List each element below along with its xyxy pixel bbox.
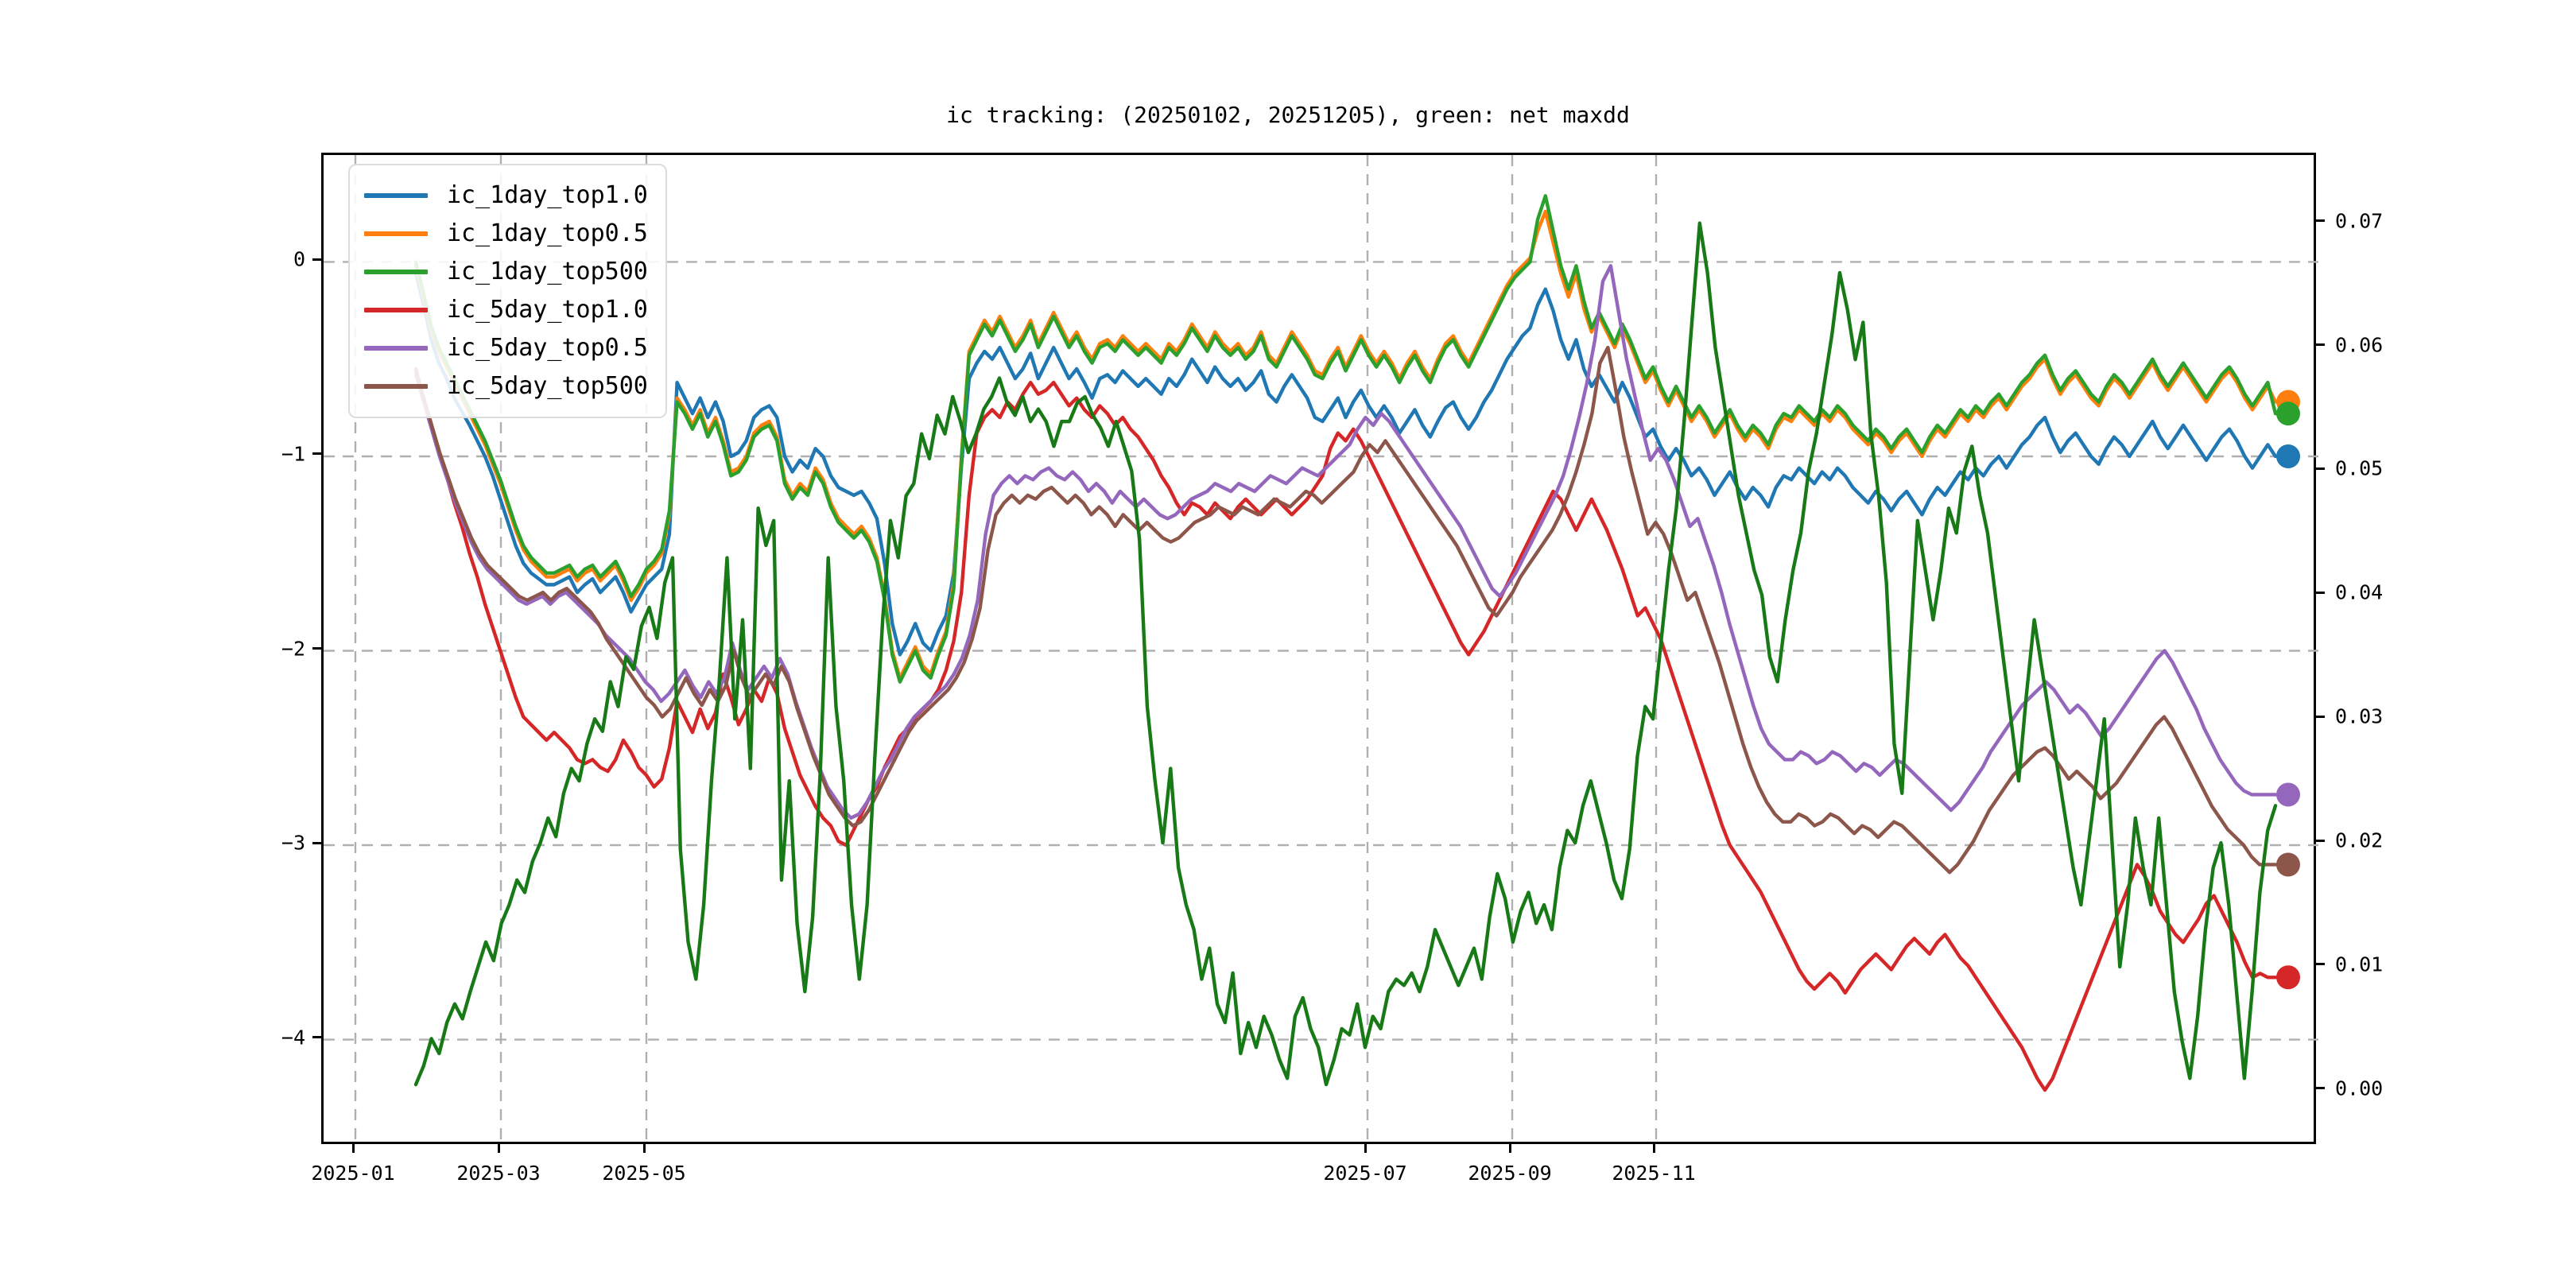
legend-item[interactable]: ic_5day_top1.0 — [364, 291, 648, 329]
y-axis-right-tickmark — [2316, 963, 2325, 966]
legend-label: ic_5day_top500 — [447, 372, 648, 400]
series-line — [413, 271, 2278, 657]
y-axis-left-tickmark — [312, 841, 321, 844]
legend: ic_1day_top1.0 ic_1day_top0.5 ic_1day_top5… — [348, 164, 667, 418]
x-axis-tickmark — [497, 1144, 500, 1153]
y-axis-left-tick-label: 0 — [293, 247, 305, 271]
y-axis-right-tickmark — [2316, 219, 2325, 223]
y-axis-right-tickmark — [2316, 343, 2325, 347]
plot-svg — [324, 155, 2318, 1146]
y-axis-right-tickmark — [2316, 591, 2325, 594]
legend-color-swatch — [364, 308, 428, 312]
legend-color-swatch — [364, 193, 428, 198]
legend-label: ic_1day_top0.5 — [447, 219, 648, 247]
x-axis-tickmark — [1508, 1144, 1511, 1153]
y-axis-right-tick-label: 0.01 — [2335, 952, 2384, 976]
legend-color-swatch — [364, 384, 428, 389]
legend-label: ic_1day_top1.0 — [447, 181, 648, 209]
y-axis-left-tickmark — [312, 647, 321, 650]
series-line — [413, 264, 2278, 820]
x-axis-tick-label: 2025-01 — [311, 1162, 395, 1185]
plot-area: ic_1day_top1.0 ic_1day_top0.5 ic_1day_top5… — [321, 153, 2318, 1146]
y-axis-left-tickmark — [312, 1036, 321, 1039]
x-axis-tick-label: 2025-09 — [1468, 1162, 1552, 1185]
legend-item[interactable]: ic_5day_top500 — [364, 367, 648, 405]
legend-label: ic_1day_top500 — [447, 258, 648, 285]
y-axis-left-tick-label: −1 — [281, 442, 305, 466]
y-axis-left-tick-label: −2 — [281, 637, 305, 660]
series-line — [413, 345, 2278, 875]
series-lines — [413, 194, 2278, 1092]
y-axis-left-tickmark — [312, 452, 321, 456]
endpoint-marker — [2276, 444, 2300, 468]
chart-title: ic tracking: (20250102, 20251205), green… — [946, 102, 1630, 128]
x-axis-tick-label: 2025-03 — [456, 1162, 541, 1185]
legend-color-swatch — [364, 346, 428, 351]
y-axis-right-tickmark — [2316, 839, 2325, 842]
y-axis-left-tick-label: −3 — [281, 831, 305, 855]
endpoint-marker — [2276, 965, 2300, 990]
legend-item[interactable]: ic_1day_top0.5 — [364, 215, 648, 253]
endpoint-markers — [2276, 390, 2300, 990]
endpoint-marker — [2276, 782, 2300, 807]
y-axis-right-tickmark — [2316, 1087, 2325, 1090]
y-axis-right-tick-label: 0.04 — [2335, 580, 2384, 604]
y-axis-right-tick-label: 0.05 — [2335, 456, 2384, 480]
y-axis-right-tick-label: 0.02 — [2335, 828, 2384, 852]
series-line — [413, 221, 2278, 1087]
y-axis-left-tickmark — [312, 258, 321, 261]
y-axis-left-tick-label: −4 — [281, 1026, 305, 1049]
x-axis-tickmark — [1652, 1144, 1655, 1153]
x-axis-tick-label: 2025-07 — [1323, 1162, 1407, 1185]
x-axis-tickmark — [351, 1144, 355, 1153]
endpoint-marker — [2276, 852, 2300, 877]
legend-color-swatch — [364, 231, 428, 236]
series-line — [413, 367, 2278, 1092]
legend-item[interactable]: ic_5day_top0.5 — [364, 329, 648, 367]
legend-color-swatch — [364, 270, 428, 274]
x-axis-tickmark — [642, 1144, 646, 1153]
y-axis-right-tickmark — [2316, 467, 2325, 470]
legend-item[interactable]: ic_1day_top1.0 — [364, 177, 648, 215]
x-axis-tickmark — [1364, 1144, 1367, 1153]
y-axis-right-tick-label: 0.06 — [2335, 333, 2384, 357]
endpoint-marker — [2276, 402, 2300, 426]
x-axis-tick-label: 2025-05 — [602, 1162, 686, 1185]
x-axis-tick-label: 2025-11 — [1612, 1162, 1696, 1185]
y-axis-right-tick-label: 0.00 — [2335, 1077, 2384, 1100]
y-axis-right-tick-label: 0.03 — [2335, 704, 2384, 728]
legend-item[interactable]: ic_1day_top500 — [364, 253, 648, 291]
legend-label: ic_5day_top0.5 — [447, 334, 648, 362]
series-line — [413, 194, 2278, 684]
legend-label: ic_5day_top1.0 — [447, 296, 648, 324]
y-axis-right-tickmark — [2316, 715, 2325, 718]
y-axis-right-tick-label: 0.07 — [2335, 209, 2384, 233]
gridlines — [324, 155, 2318, 1146]
